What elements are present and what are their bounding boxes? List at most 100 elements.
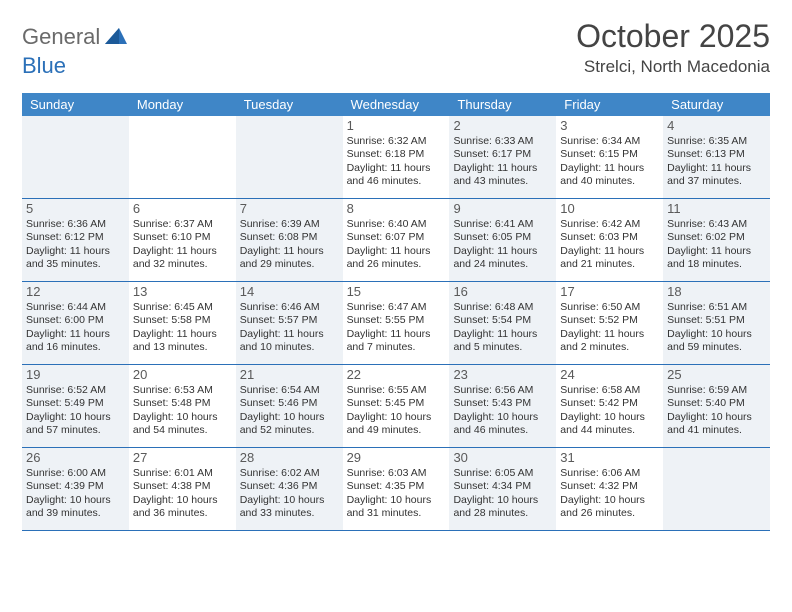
- dl2-text: and 52 minutes.: [240, 424, 339, 437]
- sunset-text: Sunset: 5:54 PM: [453, 314, 552, 327]
- dl2-text: and 46 minutes.: [347, 175, 446, 188]
- dl2-text: and 49 minutes.: [347, 424, 446, 437]
- sunrise-text: Sunrise: 6:46 AM: [240, 301, 339, 314]
- dl1-text: Daylight: 11 hours: [453, 162, 552, 175]
- day-cell: [236, 116, 343, 198]
- day-number: 11: [667, 201, 766, 217]
- day-number: 24: [560, 367, 659, 383]
- day-cell: 21Sunrise: 6:54 AMSunset: 5:46 PMDayligh…: [236, 365, 343, 447]
- dl2-text: and 41 minutes.: [667, 424, 766, 437]
- day-number: 18: [667, 284, 766, 300]
- dl1-text: Daylight: 11 hours: [347, 328, 446, 341]
- sunrise-text: Sunrise: 6:41 AM: [453, 218, 552, 231]
- day-number: 8: [347, 201, 446, 217]
- sunrise-text: Sunrise: 6:59 AM: [667, 384, 766, 397]
- dl2-text: and 26 minutes.: [560, 507, 659, 520]
- sunset-text: Sunset: 6:13 PM: [667, 148, 766, 161]
- day-number: 29: [347, 450, 446, 466]
- sunset-text: Sunset: 5:40 PM: [667, 397, 766, 410]
- dl2-text: and 59 minutes.: [667, 341, 766, 354]
- dl1-text: Daylight: 10 hours: [347, 411, 446, 424]
- sunrise-text: Sunrise: 6:00 AM: [26, 467, 125, 480]
- sunset-text: Sunset: 5:52 PM: [560, 314, 659, 327]
- day-header: Thursday: [449, 93, 556, 116]
- day-header: Tuesday: [236, 93, 343, 116]
- sunrise-text: Sunrise: 6:02 AM: [240, 467, 339, 480]
- day-cell: 25Sunrise: 6:59 AMSunset: 5:40 PMDayligh…: [663, 365, 770, 447]
- sunrise-text: Sunrise: 6:33 AM: [453, 135, 552, 148]
- sunset-text: Sunset: 4:32 PM: [560, 480, 659, 493]
- weeks-container: 1Sunrise: 6:32 AMSunset: 6:18 PMDaylight…: [22, 116, 770, 531]
- week-row: 5Sunrise: 6:36 AMSunset: 6:12 PMDaylight…: [22, 199, 770, 282]
- dl1-text: Daylight: 11 hours: [133, 245, 232, 258]
- sunrise-text: Sunrise: 6:45 AM: [133, 301, 232, 314]
- sunset-text: Sunset: 6:03 PM: [560, 231, 659, 244]
- dl2-text: and 29 minutes.: [240, 258, 339, 271]
- day-cell: 15Sunrise: 6:47 AMSunset: 5:55 PMDayligh…: [343, 282, 450, 364]
- dl1-text: Daylight: 11 hours: [667, 245, 766, 258]
- day-number: 15: [347, 284, 446, 300]
- dl2-text: and 31 minutes.: [347, 507, 446, 520]
- dl1-text: Daylight: 11 hours: [347, 162, 446, 175]
- sunset-text: Sunset: 5:45 PM: [347, 397, 446, 410]
- dl1-text: Daylight: 11 hours: [26, 245, 125, 258]
- day-cell: 6Sunrise: 6:37 AMSunset: 6:10 PMDaylight…: [129, 199, 236, 281]
- sunrise-text: Sunrise: 6:58 AM: [560, 384, 659, 397]
- logo-text-general: General: [22, 24, 100, 50]
- day-cell: 18Sunrise: 6:51 AMSunset: 5:51 PMDayligh…: [663, 282, 770, 364]
- sunrise-text: Sunrise: 6:51 AM: [667, 301, 766, 314]
- day-header: Friday: [556, 93, 663, 116]
- day-number: 5: [26, 201, 125, 217]
- sunset-text: Sunset: 6:08 PM: [240, 231, 339, 244]
- sunset-text: Sunset: 5:55 PM: [347, 314, 446, 327]
- day-cell: [22, 116, 129, 198]
- week-row: 19Sunrise: 6:52 AMSunset: 5:49 PMDayligh…: [22, 365, 770, 448]
- dl1-text: Daylight: 10 hours: [453, 411, 552, 424]
- sunset-text: Sunset: 6:10 PM: [133, 231, 232, 244]
- sunrise-text: Sunrise: 6:34 AM: [560, 135, 659, 148]
- day-cell: 8Sunrise: 6:40 AMSunset: 6:07 PMDaylight…: [343, 199, 450, 281]
- sunset-text: Sunset: 6:17 PM: [453, 148, 552, 161]
- sunset-text: Sunset: 6:00 PM: [26, 314, 125, 327]
- sunset-text: Sunset: 5:57 PM: [240, 314, 339, 327]
- dl1-text: Daylight: 10 hours: [347, 494, 446, 507]
- sunset-text: Sunset: 4:34 PM: [453, 480, 552, 493]
- dl2-text: and 57 minutes.: [26, 424, 125, 437]
- day-cell: 28Sunrise: 6:02 AMSunset: 4:36 PMDayligh…: [236, 448, 343, 530]
- dl1-text: Daylight: 11 hours: [453, 328, 552, 341]
- sunrise-text: Sunrise: 6:06 AM: [560, 467, 659, 480]
- dl1-text: Daylight: 11 hours: [240, 245, 339, 258]
- dl1-text: Daylight: 10 hours: [133, 411, 232, 424]
- day-cell: 5Sunrise: 6:36 AMSunset: 6:12 PMDaylight…: [22, 199, 129, 281]
- sunrise-text: Sunrise: 6:01 AM: [133, 467, 232, 480]
- dl2-text: and 33 minutes.: [240, 507, 339, 520]
- day-number: 26: [26, 450, 125, 466]
- week-row: 12Sunrise: 6:44 AMSunset: 6:00 PMDayligh…: [22, 282, 770, 365]
- day-header-row: Sunday Monday Tuesday Wednesday Thursday…: [22, 93, 770, 116]
- calendar-page: General October 2025 Strelci, North Mace…: [0, 0, 792, 549]
- dl2-text: and 21 minutes.: [560, 258, 659, 271]
- day-cell: 1Sunrise: 6:32 AMSunset: 6:18 PMDaylight…: [343, 116, 450, 198]
- dl2-text: and 40 minutes.: [560, 175, 659, 188]
- sunrise-text: Sunrise: 6:32 AM: [347, 135, 446, 148]
- sunrise-text: Sunrise: 6:53 AM: [133, 384, 232, 397]
- day-number: 31: [560, 450, 659, 466]
- day-cell: 26Sunrise: 6:00 AMSunset: 4:39 PMDayligh…: [22, 448, 129, 530]
- dl2-text: and 36 minutes.: [133, 507, 232, 520]
- dl2-text: and 39 minutes.: [26, 507, 125, 520]
- dl2-text: and 32 minutes.: [133, 258, 232, 271]
- sunrise-text: Sunrise: 6:55 AM: [347, 384, 446, 397]
- dl1-text: Daylight: 11 hours: [26, 328, 125, 341]
- dl1-text: Daylight: 11 hours: [133, 328, 232, 341]
- sunset-text: Sunset: 4:36 PM: [240, 480, 339, 493]
- dl1-text: Daylight: 11 hours: [240, 328, 339, 341]
- sunset-text: Sunset: 5:43 PM: [453, 397, 552, 410]
- dl2-text: and 5 minutes.: [453, 341, 552, 354]
- dl2-text: and 46 minutes.: [453, 424, 552, 437]
- dl1-text: Daylight: 11 hours: [453, 245, 552, 258]
- sunset-text: Sunset: 6:15 PM: [560, 148, 659, 161]
- dl2-text: and 13 minutes.: [133, 341, 232, 354]
- week-row: 26Sunrise: 6:00 AMSunset: 4:39 PMDayligh…: [22, 448, 770, 531]
- day-number: 7: [240, 201, 339, 217]
- day-number: 14: [240, 284, 339, 300]
